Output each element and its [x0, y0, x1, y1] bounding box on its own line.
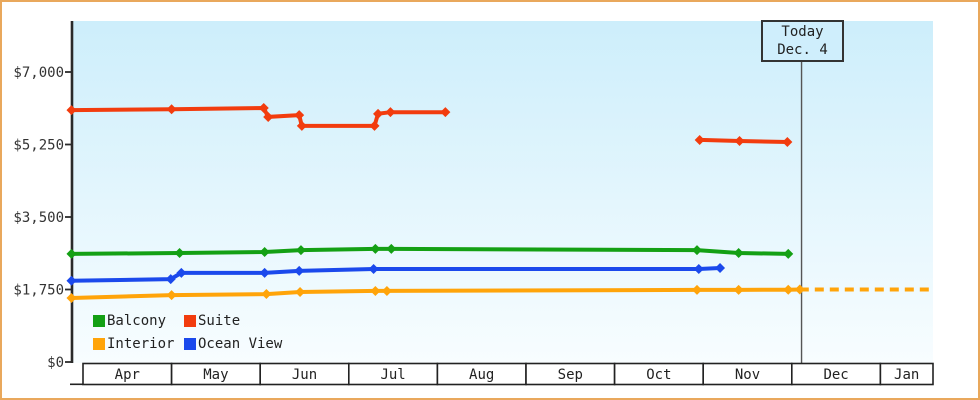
series-balcony-point: [783, 248, 794, 259]
series-ocean-view-point: [294, 265, 305, 276]
series-ocean-view-point: [693, 263, 704, 274]
series-interior-point: [295, 286, 306, 297]
legend-item-ocean-view: Ocean View: [184, 336, 282, 352]
series-balcony-point: [174, 248, 185, 259]
series-interior-point: [370, 285, 381, 296]
today-marker-box: Today Dec. 4: [761, 20, 844, 62]
legend-label: Interior: [107, 336, 175, 352]
series-interior-point: [794, 284, 805, 295]
month-label: Jun: [292, 367, 317, 383]
series-balcony-point: [295, 245, 306, 256]
y-axis-label: $5,250: [13, 138, 64, 154]
series-suite-point: [369, 120, 380, 131]
series-suite-point: [782, 137, 793, 148]
legend-item-suite: Suite: [184, 313, 282, 329]
series-suite-point: [263, 111, 274, 122]
month-label: Jan: [894, 367, 919, 383]
series-ocean-view-point: [165, 274, 176, 285]
month-label: Dec: [823, 367, 848, 383]
series-suite-point: [296, 120, 307, 131]
series-suite-point: [440, 107, 451, 118]
today-date: Dec. 4: [777, 42, 828, 58]
series-interior-point: [261, 289, 272, 300]
series-ocean-view-point: [715, 262, 726, 273]
series-ocean-view-point: [259, 267, 270, 278]
series-ocean-view-point: [368, 263, 379, 274]
y-axis-label: $0: [47, 355, 64, 371]
legend-swatch-suite: [184, 315, 196, 327]
legend-item-balcony: Balcony: [93, 313, 184, 329]
y-axis-label: $1,750: [13, 283, 64, 299]
series-balcony-point: [733, 248, 744, 259]
legend: Balcony Suite Interior Ocean View: [93, 313, 282, 352]
series-interior-point: [66, 292, 77, 303]
series-balcony-point: [66, 248, 77, 259]
series-interior-point: [166, 290, 177, 301]
month-cell: [879, 362, 934, 386]
series-ocean-view-point: [176, 267, 187, 278]
series-suite-point: [66, 105, 77, 116]
series-suite-point: [166, 104, 177, 115]
month-label: Nov: [735, 367, 760, 383]
month-label: Oct: [646, 367, 671, 383]
series-interior-point: [733, 284, 744, 295]
legend-label: Balcony: [107, 313, 167, 329]
legend-item-interior: Interior: [93, 336, 184, 352]
series-suite-point: [294, 110, 305, 121]
series-suite-point: [694, 134, 705, 145]
series-interior-line: [69, 287, 802, 300]
legend-swatch-balcony: [93, 315, 105, 327]
today-label: Today: [781, 24, 824, 40]
series-suite-point: [258, 103, 269, 114]
month-label: Jul: [380, 367, 405, 383]
plot-area: [73, 21, 933, 363]
series-ocean-view-point: [66, 275, 77, 286]
legend-swatch-interior: [93, 338, 105, 350]
month-label: Sep: [558, 367, 583, 383]
month-label: May: [203, 367, 228, 383]
series-interior-point: [783, 284, 794, 295]
legend-swatch-ocean-view: [184, 338, 196, 350]
legend-label: Suite: [198, 313, 241, 329]
series-suite-point: [373, 108, 384, 119]
series-interior-point: [691, 284, 702, 295]
y-axis-label: $7,000: [13, 65, 64, 81]
month-label: Apr: [115, 367, 140, 383]
series-balcony-point: [370, 243, 381, 254]
series-suite-line: [69, 105, 448, 128]
y-axis-label: $3,500: [13, 210, 64, 226]
series-suite-point: [385, 107, 396, 118]
series-suite-point: [734, 135, 745, 146]
legend-label: Ocean View: [198, 336, 283, 352]
series-balcony-point: [386, 243, 397, 254]
series-balcony-point: [691, 245, 702, 256]
series-balcony-point: [259, 247, 270, 258]
series-interior-point: [381, 285, 392, 296]
month-label: Aug: [469, 367, 494, 383]
